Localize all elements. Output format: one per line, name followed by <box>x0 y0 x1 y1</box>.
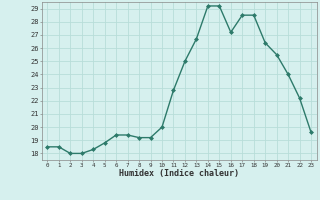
X-axis label: Humidex (Indice chaleur): Humidex (Indice chaleur) <box>119 169 239 178</box>
